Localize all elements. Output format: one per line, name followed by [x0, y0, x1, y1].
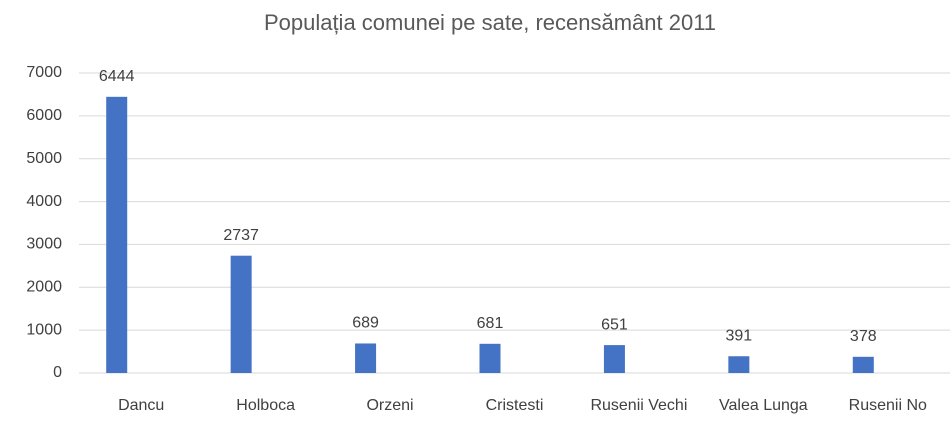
- x-tick-label: Rusenii No: [848, 397, 927, 414]
- bar: [230, 255, 252, 373]
- data-label: 689: [352, 315, 379, 332]
- x-tick-label: Holboca: [236, 397, 295, 414]
- y-tick-label: 6000: [26, 107, 62, 124]
- bar: [479, 343, 501, 373]
- y-tick-label: 7000: [26, 64, 62, 81]
- y-tick-label: 1000: [26, 321, 62, 338]
- bar: [603, 345, 625, 373]
- data-label: 2737: [223, 227, 259, 244]
- data-label: 6444: [99, 68, 135, 85]
- data-label: 651: [601, 316, 628, 333]
- x-tick-label: Dancu: [118, 397, 165, 414]
- bar: [355, 343, 377, 373]
- bar: [106, 96, 128, 373]
- data-label: 378: [850, 328, 877, 345]
- y-tick-label: 0: [53, 364, 62, 381]
- data-label: 681: [477, 315, 504, 332]
- x-tick-label: Rusenii Vechi: [590, 397, 688, 414]
- x-tick-label: Cristesti: [485, 397, 544, 414]
- y-tick-label: 4000: [26, 193, 62, 210]
- x-tick-label: Orzeni: [366, 397, 414, 414]
- data-label: 391: [726, 327, 753, 344]
- y-tick-label: 3000: [26, 236, 62, 253]
- bar: [728, 356, 750, 373]
- y-tick-label: 5000: [26, 150, 62, 167]
- y-tick-label: 2000: [26, 279, 62, 296]
- chart-title: Populația comunei pe sate, recensământ 2…: [264, 10, 716, 35]
- bar: [852, 356, 874, 373]
- x-tick-label: Valea Lunga: [719, 397, 808, 414]
